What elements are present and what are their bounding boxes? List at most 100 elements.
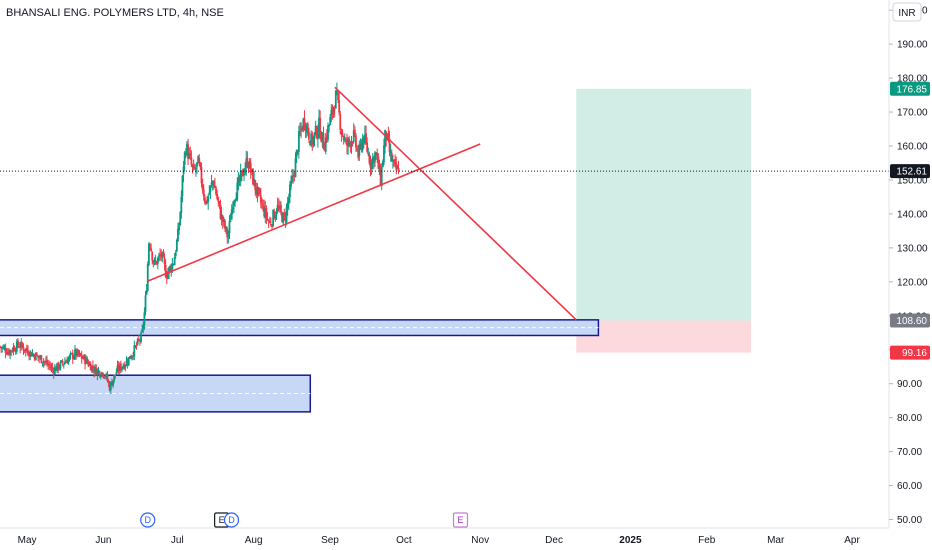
- candle: [209, 185, 212, 200]
- candle: [295, 149, 298, 163]
- candle: [369, 155, 372, 177]
- candle: [113, 374, 116, 384]
- candles-layer: [0, 82, 400, 394]
- x-tick-label: Jul: [171, 535, 184, 546]
- candle: [289, 180, 291, 203]
- candle: [220, 207, 223, 226]
- entry-price-tag: 108.60: [890, 313, 930, 328]
- candle: [259, 187, 262, 209]
- candle: [226, 226, 229, 244]
- candle: [145, 284, 148, 296]
- candle: [192, 159, 195, 171]
- candle: [238, 174, 241, 187]
- candle: [146, 261, 149, 292]
- trendline-1[interactable]: [147, 143, 481, 282]
- candle: [58, 364, 61, 371]
- candle: [78, 350, 81, 358]
- candle: [143, 307, 146, 330]
- candle: [340, 128, 343, 142]
- candle: [332, 106, 335, 118]
- candle: [211, 180, 214, 191]
- candle: [69, 351, 72, 360]
- candle: [135, 341, 138, 350]
- y-tick-label: 170.00: [897, 108, 928, 119]
- candle: [75, 348, 78, 360]
- candle: [181, 174, 184, 203]
- candle: [282, 212, 285, 225]
- earnings-marker[interactable]: E: [452, 512, 469, 528]
- candle: [355, 132, 357, 152]
- candle: [384, 129, 386, 154]
- candle: [370, 159, 373, 175]
- candle: [155, 260, 158, 266]
- candle: [255, 182, 258, 199]
- candle: [243, 168, 245, 182]
- candle: [314, 120, 317, 136]
- candle: [198, 154, 201, 167]
- candle: [121, 366, 123, 372]
- zone-1[interactable]: [0, 319, 600, 337]
- trendline-2[interactable]: [334, 86, 577, 321]
- candle: [99, 373, 102, 380]
- candle: [276, 197, 279, 214]
- candle: [277, 198, 280, 212]
- svg-text:D: D: [228, 515, 235, 525]
- candle: [56, 362, 58, 373]
- candle: [324, 132, 327, 155]
- candle: [44, 356, 47, 365]
- candle: [281, 211, 283, 223]
- candle: [231, 201, 234, 215]
- candle: [81, 355, 84, 360]
- candle: [246, 151, 249, 169]
- candle: [77, 349, 80, 357]
- dividend-marker[interactable]: D: [223, 512, 240, 528]
- candle: [67, 356, 70, 366]
- candle: [247, 161, 250, 173]
- candle: [358, 140, 361, 162]
- y-tick-label: 180.00: [897, 74, 928, 85]
- candle: [127, 357, 130, 367]
- profit-zone[interactable]: [576, 88, 752, 321]
- candle: [85, 355, 88, 365]
- candle: [339, 110, 342, 135]
- candle: [269, 217, 272, 227]
- candle: [30, 351, 33, 357]
- candle: [159, 248, 161, 261]
- candle: [194, 164, 197, 177]
- currency-button[interactable]: INR: [892, 2, 922, 22]
- y-tick-label: 50.00: [897, 515, 922, 526]
- y-tick-label: 70.00: [897, 447, 922, 458]
- candle: [302, 117, 305, 133]
- candle: [381, 159, 384, 168]
- candle: [272, 209, 275, 228]
- candle: [321, 132, 324, 148]
- zones-layer: [0, 319, 600, 413]
- candle: [33, 353, 36, 362]
- candle: [28, 351, 31, 361]
- candle: [41, 362, 44, 367]
- candle: [170, 263, 173, 277]
- candle: [376, 148, 379, 164]
- candle: [57, 361, 60, 374]
- loss-zone[interactable]: [576, 320, 752, 353]
- y-tick-label: 140.00: [897, 209, 928, 220]
- candle: [338, 91, 341, 116]
- candle: [304, 122, 307, 138]
- candle: [257, 186, 260, 197]
- candle: [348, 135, 351, 148]
- candle: [117, 360, 120, 375]
- candle: [144, 291, 147, 316]
- time-scale[interactable]: May Jun Jul Aug Sep Oct Nov Dec 2025 Feb Mar Apr: [0, 527, 889, 546]
- candle: [234, 199, 236, 207]
- candle: [3, 344, 6, 351]
- position-tool[interactable]: [576, 88, 752, 353]
- candle: [61, 359, 64, 367]
- candle: [119, 360, 122, 373]
- candle: [287, 193, 290, 210]
- candle: [254, 179, 257, 196]
- candle: [333, 105, 336, 118]
- dividend-marker[interactable]: D: [140, 512, 156, 528]
- candle: [212, 180, 215, 190]
- candle: [52, 367, 55, 379]
